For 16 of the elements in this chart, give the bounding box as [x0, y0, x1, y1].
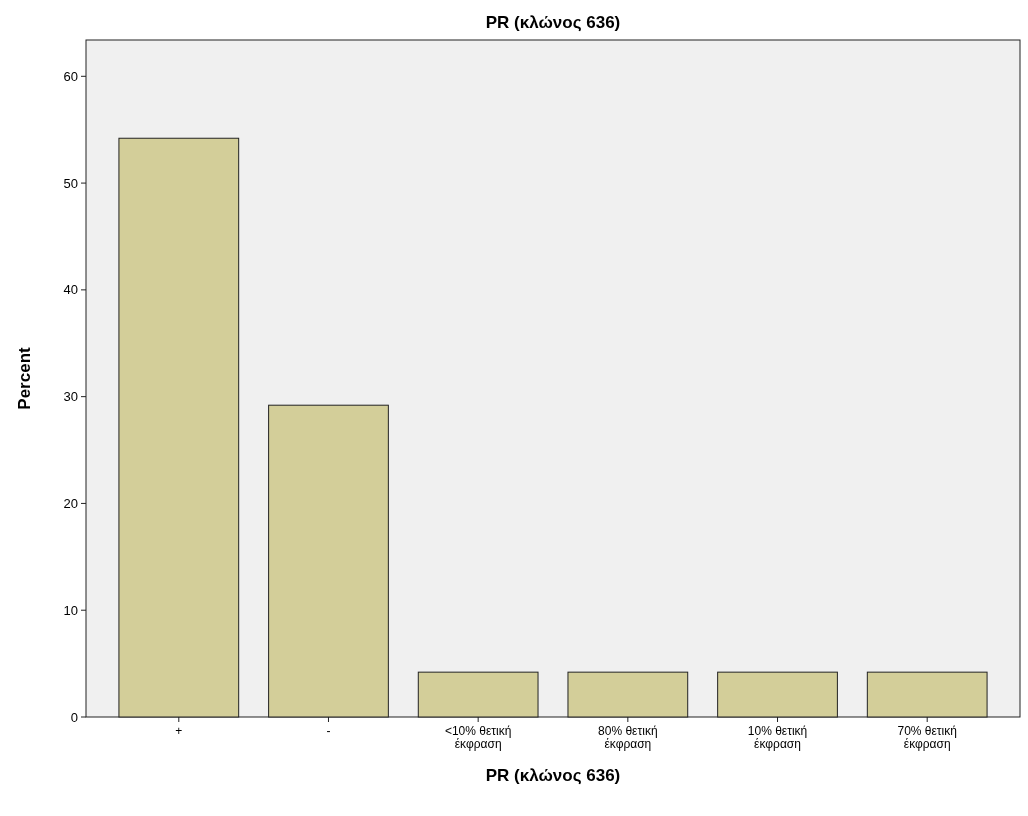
y-tick-label: 10: [63, 602, 78, 618]
x-tick-label: 70% θετική έκφραση: [897, 724, 957, 751]
x-tick-label: -: [326, 724, 331, 738]
y-tick-label: 40: [63, 282, 78, 298]
x-tick-label: +: [175, 724, 183, 738]
y-tick-label: 50: [63, 175, 78, 191]
y-tick-label: 0: [70, 709, 78, 725]
x-tick-label: 10% θετική έκφραση: [747, 724, 808, 751]
y-axis-title: Percent: [15, 346, 34, 410]
x-tick-label: 80% θετική έκφραση: [598, 724, 658, 751]
y-tick-label: 20: [63, 495, 78, 511]
chart-title: PR (κλώνος 636): [485, 13, 621, 32]
y-tick-label: 30: [63, 389, 78, 405]
y-tick-label: 60: [63, 68, 78, 84]
x-axis-title: PR (κλώνος 636): [485, 766, 621, 785]
x-tick-label: <10% θετική έκφραση: [444, 724, 512, 751]
